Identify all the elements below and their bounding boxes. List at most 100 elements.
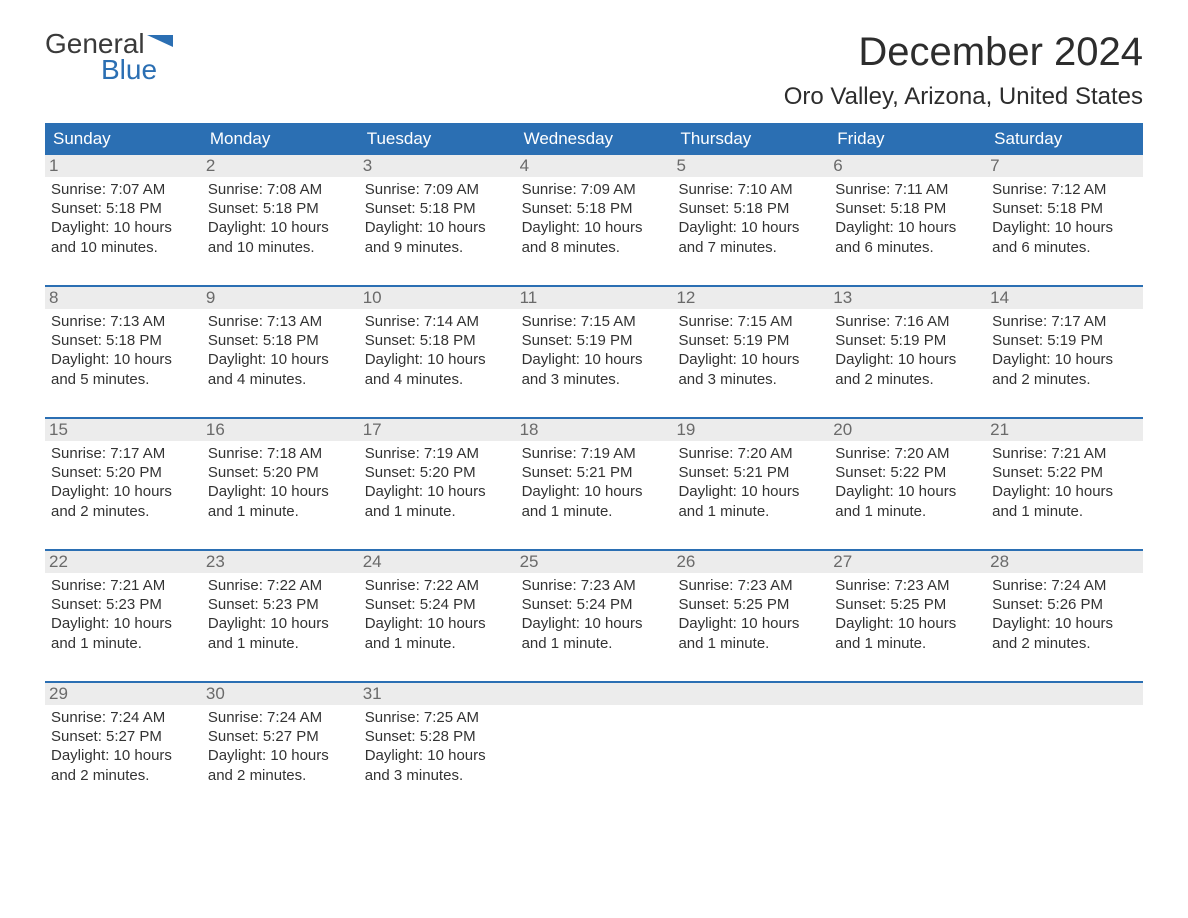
info-sunrise: Sunrise: 7:13 AM [208,312,353,331]
daynum-band: 9 [202,287,359,309]
info-dl2: and 3 minutes. [678,370,823,389]
day-number: 29 [49,684,198,704]
info-sunrise: Sunrise: 7:10 AM [678,180,823,199]
day-header: Sunday [45,123,202,155]
info-dl1: Daylight: 10 hours [365,746,510,765]
info-dl2: and 2 minutes. [835,370,980,389]
day-info: Sunrise: 7:22 AMSunset: 5:24 PMDaylight:… [365,576,510,653]
info-sunset: Sunset: 5:18 PM [678,199,823,218]
info-dl2: and 4 minutes. [208,370,353,389]
daynum-band: 23 [202,551,359,573]
info-dl2: and 1 minute. [835,634,980,653]
calendar-cell: 11Sunrise: 7:15 AMSunset: 5:19 PMDayligh… [516,287,673,411]
day-info: Sunrise: 7:11 AMSunset: 5:18 PMDaylight:… [835,180,980,257]
week-row: 29Sunrise: 7:24 AMSunset: 5:27 PMDayligh… [45,681,1143,807]
day-number: 13 [833,288,982,308]
day-info: Sunrise: 7:21 AMSunset: 5:22 PMDaylight:… [992,444,1137,521]
daynum-band: 7 [986,155,1143,177]
day-number: 24 [363,552,512,572]
info-dl1: Daylight: 10 hours [835,350,980,369]
day-info: Sunrise: 7:24 AMSunset: 5:27 PMDaylight:… [208,708,353,785]
info-sunrise: Sunrise: 7:23 AM [678,576,823,595]
daynum-band: 16 [202,419,359,441]
info-sunset: Sunset: 5:22 PM [835,463,980,482]
info-sunrise: Sunrise: 7:23 AM [835,576,980,595]
info-dl2: and 1 minute. [992,502,1137,521]
info-dl2: and 10 minutes. [208,238,353,257]
info-sunset: Sunset: 5:28 PM [365,727,510,746]
calendar-cell: 18Sunrise: 7:19 AMSunset: 5:21 PMDayligh… [516,419,673,543]
daynum-band: 2 [202,155,359,177]
info-sunrise: Sunrise: 7:24 AM [208,708,353,727]
info-sunset: Sunset: 5:27 PM [208,727,353,746]
day-info: Sunrise: 7:20 AMSunset: 5:22 PMDaylight:… [835,444,980,521]
info-dl2: and 1 minute. [51,634,196,653]
calendar-cell: 24 Sunrise: 7:22 AMSunset: 5:24 PMDayligh… [359,551,516,675]
calendar-cell: 28Sunrise: 7:24 AMSunset: 5:26 PMDayligh… [986,551,1143,675]
day-info: Sunrise: 7:07 AMSunset: 5:18 PMDaylight:… [51,180,196,257]
calendar-cell: 20 Sunrise: 7:20 AMSunset: 5:22 PMDayligh… [829,419,986,543]
info-dl1: Daylight: 10 hours [51,614,196,633]
info-dl1: Daylight: 10 hours [678,614,823,633]
info-sunset: Sunset: 5:21 PM [522,463,667,482]
info-dl2: and 3 minutes. [365,766,510,785]
day-number: 14 [990,288,1139,308]
info-dl2: and 2 minutes. [51,502,196,521]
daynum-band: 25 [516,551,673,573]
day-number: 7 [990,156,1139,176]
day-number: 2 [206,156,355,176]
calendar-cell: 6Sunrise: 7:11 AMSunset: 5:18 PMDaylight… [829,155,986,279]
info-dl1: Daylight: 10 hours [522,350,667,369]
calendar-cell: 21Sunrise: 7:21 AMSunset: 5:22 PMDayligh… [986,419,1143,543]
daynum-band: 19 [672,419,829,441]
location-text: Oro Valley, Arizona, United States [784,83,1143,111]
daynum-band: 4 [516,155,673,177]
daynum-band: 24 [359,551,516,573]
info-dl2: and 10 minutes. [51,238,196,257]
daynum-band: 31 [359,683,516,705]
calendar-cell: 29Sunrise: 7:24 AMSunset: 5:27 PMDayligh… [45,683,202,807]
day-number: 19 [676,420,825,440]
day-number [520,684,669,704]
info-dl2: and 4 minutes. [365,370,510,389]
daynum-band: 5 [672,155,829,177]
info-sunset: Sunset: 5:21 PM [678,463,823,482]
day-number: 11 [520,288,669,308]
day-info: Sunrise: 7:13 AMSunset: 5:18 PMDaylight:… [51,312,196,389]
daynum-band: 1 [45,155,202,177]
info-sunrise: Sunrise: 7:25 AM [365,708,510,727]
info-dl1: Daylight: 10 hours [522,482,667,501]
page-title: December 2024 [784,30,1143,75]
info-dl1: Daylight: 10 hours [208,614,353,633]
calendar-cell [516,683,673,807]
day-info: Sunrise: 7:13 AMSunset: 5:18 PMDaylight:… [208,312,353,389]
info-sunrise: Sunrise: 7:11 AM [835,180,980,199]
calendar-cell: 10Sunrise: 7:14 AMSunset: 5:18 PMDayligh… [359,287,516,411]
info-sunrise: Sunrise: 7:19 AM [522,444,667,463]
day-number: 23 [206,552,355,572]
info-sunrise: Sunrise: 7:19 AM [365,444,510,463]
day-number: 25 [520,552,669,572]
info-sunset: Sunset: 5:20 PM [208,463,353,482]
daynum-band: 29 [45,683,202,705]
info-dl1: Daylight: 10 hours [992,482,1137,501]
info-sunrise: Sunrise: 7:17 AM [992,312,1137,331]
day-number: 20 [833,420,982,440]
info-dl2: and 1 minute. [208,634,353,653]
info-dl2: and 1 minute. [208,502,353,521]
info-dl1: Daylight: 10 hours [835,482,980,501]
calendar-cell: 19Sunrise: 7:20 AMSunset: 5:21 PMDayligh… [672,419,829,543]
info-dl2: and 1 minute. [678,502,823,521]
calendar-cell: 26Sunrise: 7:23 AMSunset: 5:25 PMDayligh… [672,551,829,675]
day-number: 9 [206,288,355,308]
day-header: Wednesday [516,123,673,155]
day-number [990,684,1139,704]
daynum-band: 28 [986,551,1143,573]
week-row: 1 Sunrise: 7:07 AMSunset: 5:18 PMDaylight… [45,155,1143,279]
week-row: 22Sunrise: 7:21 AMSunset: 5:23 PMDayligh… [45,549,1143,675]
info-dl1: Daylight: 10 hours [522,614,667,633]
info-sunset: Sunset: 5:20 PM [365,463,510,482]
day-number: 30 [206,684,355,704]
info-sunrise: Sunrise: 7:22 AM [365,576,510,595]
info-dl1: Daylight: 10 hours [678,350,823,369]
